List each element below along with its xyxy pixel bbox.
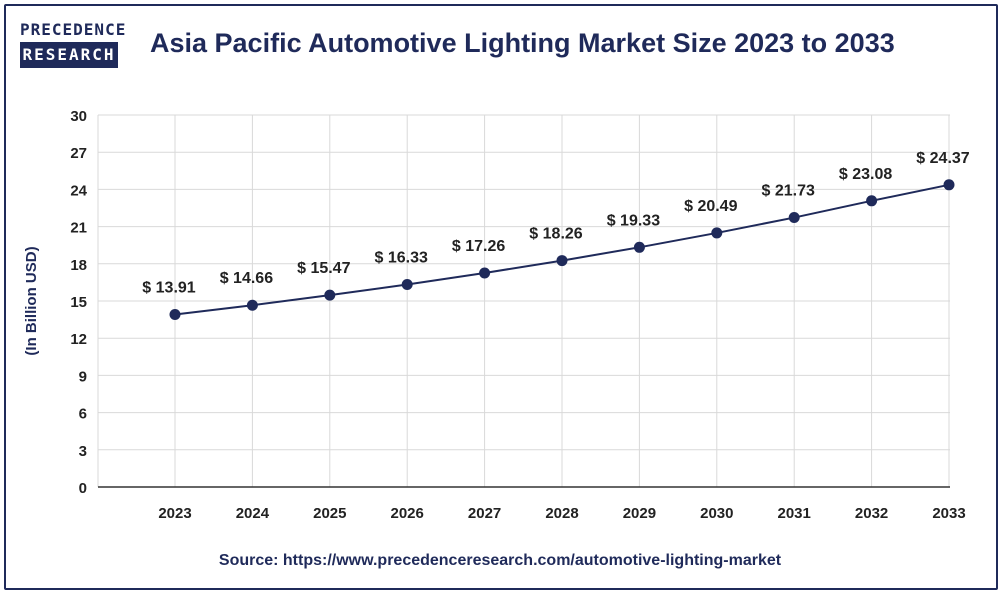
data-point: [711, 227, 723, 239]
x-tick-label: 2029: [623, 505, 656, 522]
x-tick-label: 2024: [236, 505, 270, 522]
data-label: $ 20.49: [684, 198, 737, 215]
y-tick-label: 27: [70, 145, 87, 162]
x-tick-label: 2033: [932, 505, 965, 522]
data-point: [479, 267, 491, 279]
logo-line-2: RESEARCH: [20, 42, 118, 68]
source-note: Source: https://www.precedenceresearch.c…: [218, 552, 782, 569]
data-label: $ 13.91: [142, 280, 195, 297]
y-tick-label: 9: [79, 368, 87, 385]
data-point: [401, 279, 413, 291]
data-point: [169, 309, 181, 321]
data-label: $ 18.26: [529, 226, 582, 243]
y-tick-label: 3: [79, 443, 87, 460]
y-tick-label: 6: [79, 406, 87, 423]
data-label: $ 16.33: [375, 250, 428, 267]
data-label: $ 24.37: [916, 150, 969, 167]
data-label: $ 23.08: [839, 166, 892, 183]
data-label: $ 21.73: [762, 183, 815, 200]
y-tick-label: 12: [70, 331, 87, 348]
chart-title: Asia Pacific Automotive Lighting Market …: [150, 28, 895, 58]
x-tick-label: 2026: [391, 505, 424, 522]
data-point: [943, 179, 955, 191]
y-axis-label: (In Billion USD): [23, 246, 40, 355]
y-tick-label: 0: [79, 480, 87, 497]
x-tick-label: 2028: [545, 505, 578, 522]
chart-frame: [4, 4, 998, 590]
data-label: $ 17.26: [452, 238, 505, 255]
x-tick-label: 2023: [158, 505, 191, 522]
x-tick-label: 2031: [778, 505, 811, 522]
logo-line-1: PRECEDENCE: [20, 20, 127, 39]
y-tick-label: 15: [70, 294, 87, 311]
x-tick-label: 2032: [855, 505, 888, 522]
data-point: [556, 255, 568, 267]
y-tick-label: 21: [70, 220, 87, 237]
x-tick-label: 2025: [313, 505, 346, 522]
y-tick-label: 24: [70, 182, 87, 199]
data-point: [788, 212, 800, 224]
data-label: $ 15.47: [297, 260, 350, 277]
data-point: [324, 289, 336, 301]
data-label: $ 14.66: [220, 270, 273, 287]
y-tick-label: 18: [70, 257, 87, 274]
data-label: $ 19.33: [607, 212, 660, 229]
x-tick-label: 2030: [700, 505, 733, 522]
precedence-research-logo: PRECEDENCE RESEARCH: [20, 18, 127, 70]
x-tick-label: 2027: [468, 505, 501, 522]
y-tick-label: 30: [70, 108, 87, 125]
data-point: [866, 195, 878, 207]
data-point: [633, 241, 645, 253]
data-point: [246, 299, 258, 311]
